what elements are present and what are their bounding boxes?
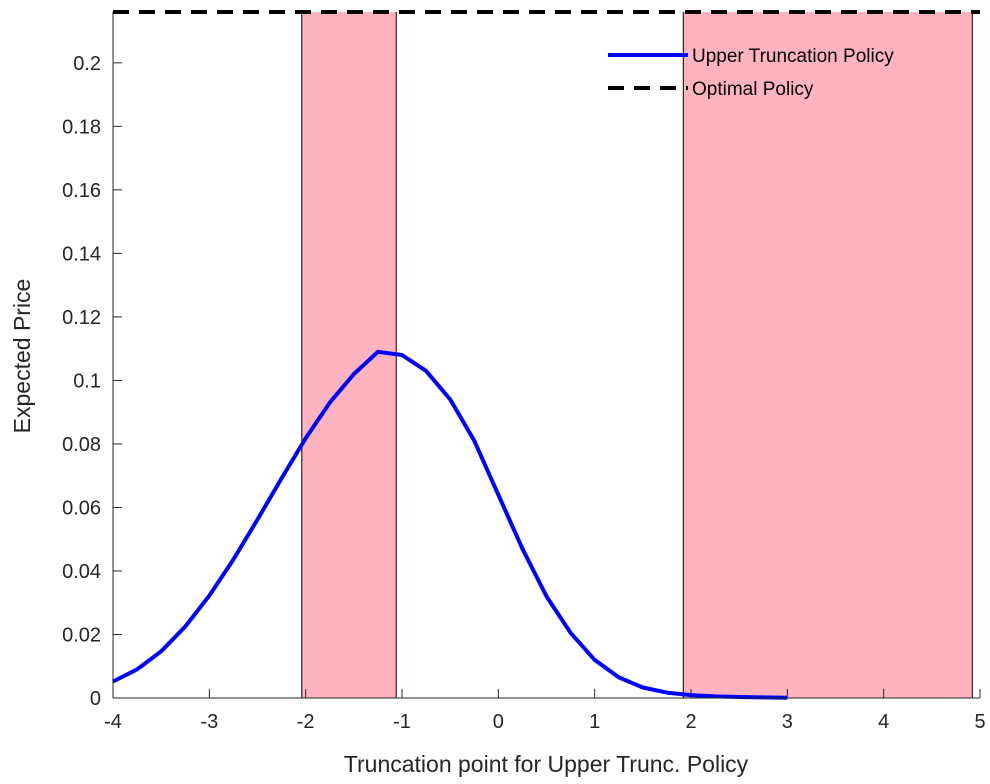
- legend: Upper Truncation Policy Optimal Policy: [608, 46, 894, 100]
- y-tick-label: 0.18: [62, 116, 101, 138]
- y-tick-label: 0.14: [62, 243, 101, 265]
- shaded-region-1: [301, 12, 397, 698]
- y-tick-label: 0.06: [62, 497, 101, 519]
- x-tick-label: 2: [685, 711, 696, 733]
- x-tick-label: 5: [974, 711, 985, 733]
- y-tick-label: 0.1: [73, 370, 101, 392]
- series-lines: [112, 10, 980, 700]
- y-tick-label: 0.02: [62, 624, 101, 646]
- legend-label-upper-truncation: Upper Truncation Policy: [692, 46, 894, 67]
- x-tick-label: 3: [782, 711, 793, 733]
- x-tick-label: -4: [104, 711, 122, 733]
- shaded-region-2: [683, 12, 973, 698]
- x-axis-title: Truncation point for Upper Trunc. Policy: [344, 751, 749, 777]
- x-tick-label: -2: [297, 711, 315, 733]
- y-axis-title: Expected Price: [9, 279, 35, 434]
- y-tick-label: 0.08: [62, 434, 101, 456]
- tick-labels: -4 -3 -2 -1 0 1 2 3 4 5 0 0.02 0.04 0.06 0.08 0.1 0.12 0.…: [62, 53, 986, 733]
- x-tick-label: -1: [393, 711, 411, 733]
- y-tick-label: 0.2: [73, 53, 101, 75]
- shaded-regions: [301, 12, 973, 698]
- y-tick-label: 0.12: [62, 307, 101, 329]
- series-line-1: [112, 349, 788, 700]
- axis-lines: [112, 12, 980, 699]
- legend-label-optimal: Optimal Policy: [692, 79, 814, 100]
- x-tick-label: 4: [878, 711, 889, 733]
- y-tick-label: 0.16: [62, 180, 101, 202]
- y-tick-label: 0: [90, 688, 101, 710]
- x-tick-label: 1: [589, 711, 600, 733]
- grid-and-ticks: [112, 62, 981, 699]
- x-tick-label: 0: [493, 711, 504, 733]
- x-tick-label: -3: [200, 711, 218, 733]
- y-tick-label: 0.04: [62, 561, 101, 583]
